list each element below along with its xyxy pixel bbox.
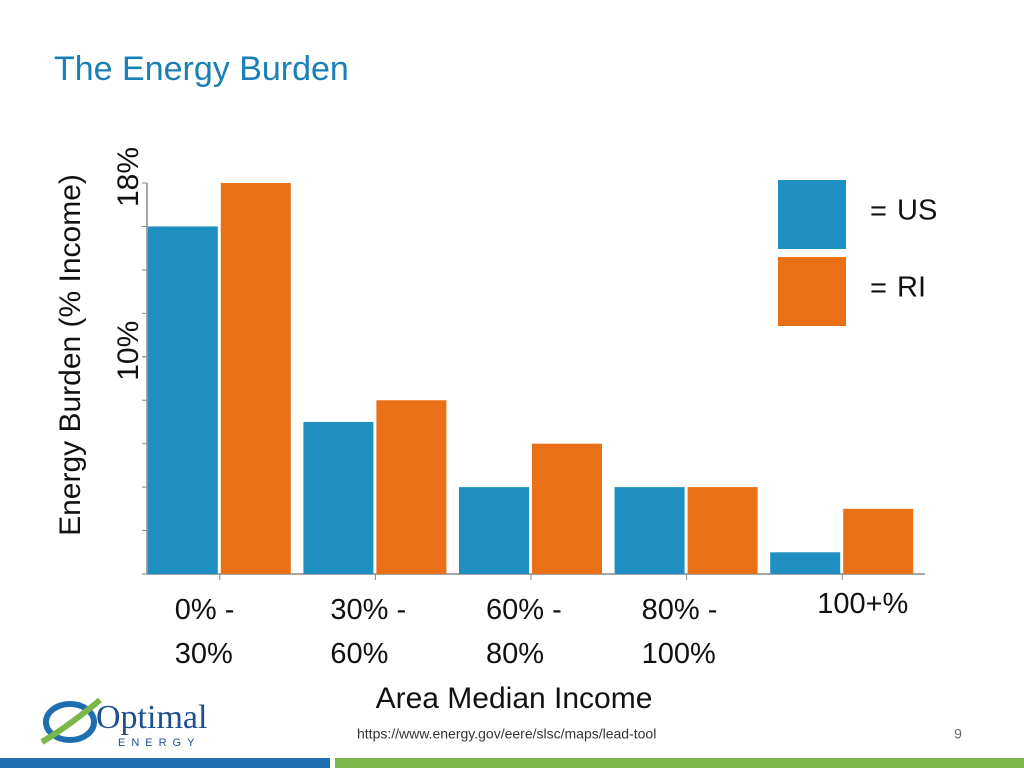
logo-mark	[43, 701, 97, 743]
y-tick-label: 18%	[112, 147, 145, 207]
bar	[770, 552, 841, 574]
page-number: 9	[954, 726, 962, 742]
x-tick-label: 100+%	[817, 588, 909, 620]
footer-bar	[0, 758, 330, 768]
bar	[220, 183, 291, 574]
legend-label: US	[897, 195, 937, 227]
slide-title: The Energy Burden	[54, 50, 349, 88]
logo-name: Optimal	[96, 699, 207, 736]
x-axis-label: Area Median Income	[376, 682, 653, 715]
y-axis-label: Energy Burden (% Income)	[54, 174, 87, 536]
bar	[147, 226, 218, 574]
logo-swoosh	[40, 697, 102, 745]
source: https://www.energy.gov/eere/slsc/maps/le…	[357, 726, 656, 742]
x-tick-label: 30% - 60%	[330, 594, 407, 670]
legend-swatch	[778, 257, 846, 326]
legend-label: RI	[897, 272, 926, 304]
legend-separator: =	[870, 273, 887, 305]
x-tick-label: 60% - 80%	[486, 594, 562, 670]
footer-bar	[335, 758, 1024, 768]
bar	[614, 487, 685, 574]
bar	[303, 421, 374, 574]
bar	[459, 487, 529, 574]
bar	[376, 400, 447, 574]
legend-separator: =	[870, 196, 887, 228]
bar	[687, 487, 758, 574]
x-tick-label: 0% - 30%	[174, 594, 235, 670]
logo: Optimal ENERGY	[40, 697, 207, 749]
bar	[532, 443, 602, 574]
legend-swatch	[778, 180, 846, 249]
y-tick-label: 10%	[112, 321, 145, 381]
x-tick-label: 80% - 100%	[641, 594, 718, 670]
logo-tagline: ENERGY	[118, 737, 200, 749]
bar	[843, 508, 914, 574]
